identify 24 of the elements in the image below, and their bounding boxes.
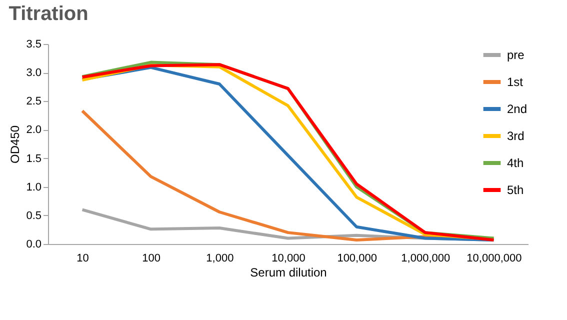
x-tick-label: 100,000: [337, 252, 377, 264]
y-tick-label: 3.5: [26, 38, 42, 50]
x-tick-label: 100: [142, 252, 161, 264]
x-tick-label: 10,000,000: [466, 252, 522, 264]
x-tick-label: 10: [76, 252, 89, 264]
y-tick-label: 2.0: [26, 124, 42, 136]
x-tick-label: 1,000: [206, 252, 234, 264]
x-tick-label: 10,000: [272, 252, 306, 264]
chart-title: Titration: [8, 3, 88, 25]
y-tick-label: 1.0: [26, 181, 42, 194]
y-tick-label: 1.5: [26, 152, 42, 165]
legend-label: 5th: [507, 183, 524, 197]
y-tick-label: 0.0: [26, 238, 42, 250]
x-tick-label: 1,000,000: [401, 252, 450, 264]
y-tick-label: 0.5: [26, 210, 42, 222]
legend-label: 1st: [507, 75, 524, 89]
legend-label: pre: [507, 48, 525, 62]
legend-label: 3rd: [507, 129, 524, 143]
x-axis-title: Serum dilution: [250, 266, 327, 280]
y-tick-label: 2.5: [26, 96, 42, 108]
legend-label: 4th: [507, 156, 524, 170]
y-tick-label: 3.0: [26, 67, 42, 80]
y-axis-title: OD450: [8, 125, 22, 164]
legend-label: 2nd: [507, 102, 528, 116]
